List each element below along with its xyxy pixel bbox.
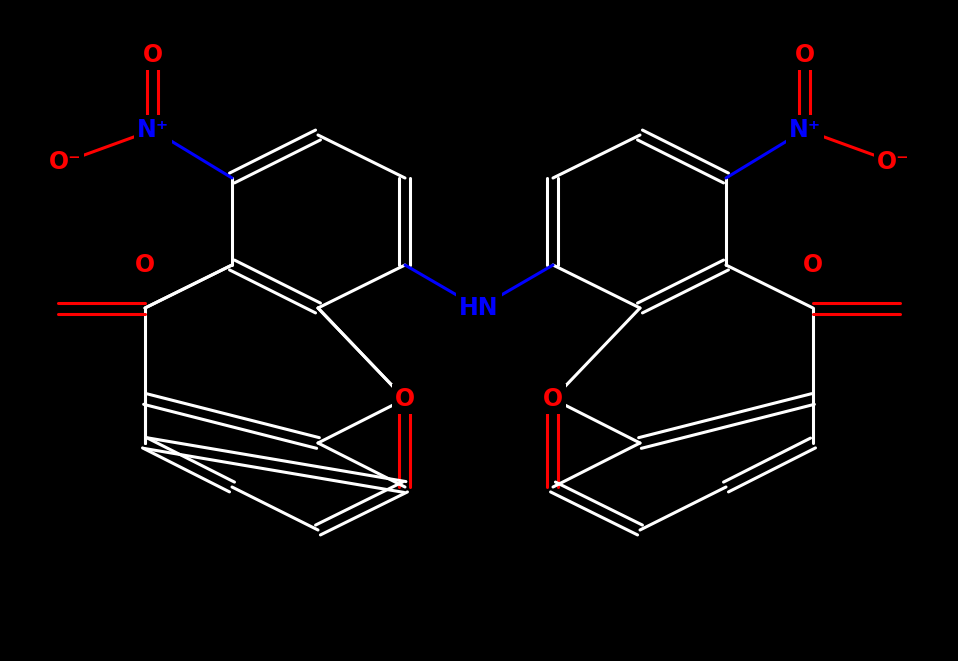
- Text: O: O: [543, 387, 563, 411]
- Text: N⁺: N⁺: [137, 118, 170, 142]
- Text: O: O: [135, 253, 155, 277]
- Text: O: O: [803, 253, 823, 277]
- Text: O: O: [795, 43, 815, 67]
- Text: O: O: [395, 387, 415, 411]
- Text: N⁺: N⁺: [788, 118, 821, 142]
- Text: O⁻: O⁻: [49, 150, 81, 174]
- Text: O: O: [143, 43, 163, 67]
- Text: O⁻: O⁻: [877, 150, 909, 174]
- Text: HN: HN: [459, 296, 499, 320]
